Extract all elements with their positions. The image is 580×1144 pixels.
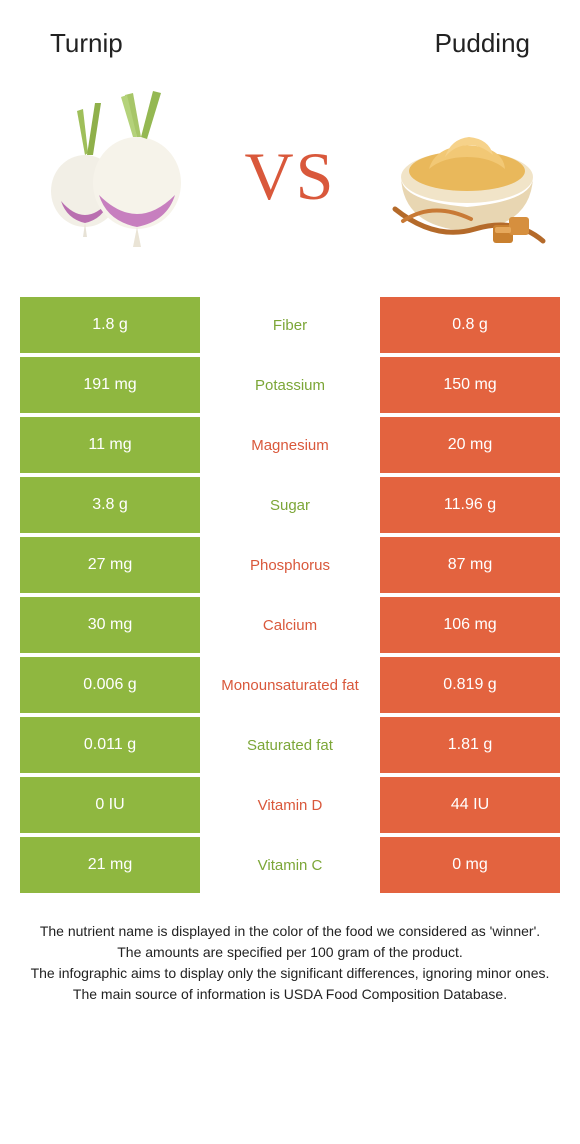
left-value: 0.011 g bbox=[20, 717, 200, 773]
footer-line: The amounts are specified per 100 gram o… bbox=[30, 942, 550, 963]
nutrient-label: Vitamin D bbox=[200, 777, 380, 833]
left-value: 11 mg bbox=[20, 417, 200, 473]
nutrient-label: Magnesium bbox=[200, 417, 380, 473]
right-value: 44 IU bbox=[380, 777, 560, 833]
turnip-image bbox=[20, 86, 210, 266]
right-value: 150 mg bbox=[380, 357, 560, 413]
table-row: 27 mgPhosphorus87 mg bbox=[20, 537, 560, 593]
footer-line: The nutrient name is displayed in the co… bbox=[30, 921, 550, 942]
pudding-image bbox=[370, 86, 560, 266]
nutrient-label: Monounsaturated fat bbox=[200, 657, 380, 713]
table-row: 30 mgCalcium106 mg bbox=[20, 597, 560, 653]
left-value: 3.8 g bbox=[20, 477, 200, 533]
left-value: 1.8 g bbox=[20, 297, 200, 353]
table-row: 3.8 gSugar11.96 g bbox=[20, 477, 560, 533]
footer-line: The main source of information is USDA F… bbox=[30, 984, 550, 1005]
left-value: 191 mg bbox=[20, 357, 200, 413]
right-value: 0.819 g bbox=[380, 657, 560, 713]
footer-line: The infographic aims to display only the… bbox=[30, 963, 550, 984]
left-value: 21 mg bbox=[20, 837, 200, 893]
nutrient-label: Sugar bbox=[200, 477, 380, 533]
nutrient-label: Fiber bbox=[200, 297, 380, 353]
left-value: 0 IU bbox=[20, 777, 200, 833]
left-food-title: Turnip bbox=[50, 28, 123, 59]
nutrient-table: 1.8 gFiber0.8 g191 mgPotassium150 mg11 m… bbox=[20, 297, 560, 893]
table-row: 11 mgMagnesium20 mg bbox=[20, 417, 560, 473]
table-row: 0.006 gMonounsaturated fat0.819 g bbox=[20, 657, 560, 713]
left-value: 27 mg bbox=[20, 537, 200, 593]
nutrient-label: Vitamin C bbox=[200, 837, 380, 893]
nutrient-label: Potassium bbox=[200, 357, 380, 413]
header: Turnip Pudding bbox=[0, 0, 580, 71]
nutrient-label: Saturated fat bbox=[200, 717, 380, 773]
vs-label: VS bbox=[245, 137, 336, 216]
left-value: 30 mg bbox=[20, 597, 200, 653]
right-value: 11.96 g bbox=[380, 477, 560, 533]
right-value: 1.81 g bbox=[380, 717, 560, 773]
left-value: 0.006 g bbox=[20, 657, 200, 713]
nutrient-label: Phosphorus bbox=[200, 537, 380, 593]
hero-row: VS bbox=[0, 71, 580, 291]
table-row: 1.8 gFiber0.8 g bbox=[20, 297, 560, 353]
table-row: 0.011 gSaturated fat1.81 g bbox=[20, 717, 560, 773]
right-food-title: Pudding bbox=[435, 28, 530, 59]
footer-notes: The nutrient name is displayed in the co… bbox=[30, 921, 550, 1005]
right-value: 87 mg bbox=[380, 537, 560, 593]
right-value: 106 mg bbox=[380, 597, 560, 653]
table-row: 191 mgPotassium150 mg bbox=[20, 357, 560, 413]
right-value: 0.8 g bbox=[380, 297, 560, 353]
table-row: 21 mgVitamin C0 mg bbox=[20, 837, 560, 893]
table-row: 0 IUVitamin D44 IU bbox=[20, 777, 560, 833]
nutrient-label: Calcium bbox=[200, 597, 380, 653]
right-value: 20 mg bbox=[380, 417, 560, 473]
right-value: 0 mg bbox=[380, 837, 560, 893]
